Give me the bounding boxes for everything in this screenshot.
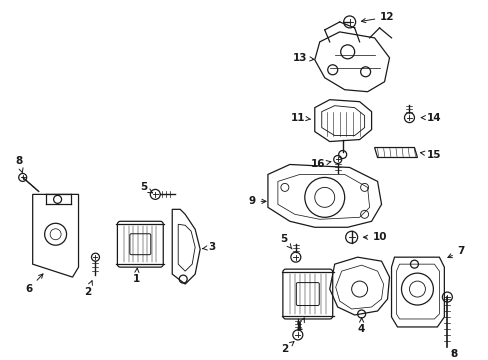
- Text: 2: 2: [84, 281, 92, 297]
- Text: 5: 5: [280, 234, 291, 249]
- Text: 5: 5: [140, 183, 152, 193]
- Text: 4: 4: [357, 318, 365, 334]
- Text: 10: 10: [363, 232, 386, 242]
- Text: 11: 11: [290, 113, 310, 123]
- Text: 7: 7: [447, 246, 464, 258]
- Text: 2: 2: [281, 342, 293, 354]
- Text: 1: 1: [296, 318, 304, 332]
- Text: 3: 3: [203, 242, 215, 252]
- Text: 9: 9: [248, 196, 265, 206]
- Text: 8: 8: [450, 349, 457, 359]
- Text: 16: 16: [310, 159, 330, 170]
- Text: 12: 12: [361, 12, 394, 23]
- Text: 8: 8: [15, 157, 23, 172]
- Text: 15: 15: [420, 149, 441, 159]
- Text: 13: 13: [292, 53, 313, 63]
- Text: 6: 6: [25, 274, 43, 294]
- Text: 1: 1: [132, 268, 140, 284]
- Text: 14: 14: [420, 113, 441, 123]
